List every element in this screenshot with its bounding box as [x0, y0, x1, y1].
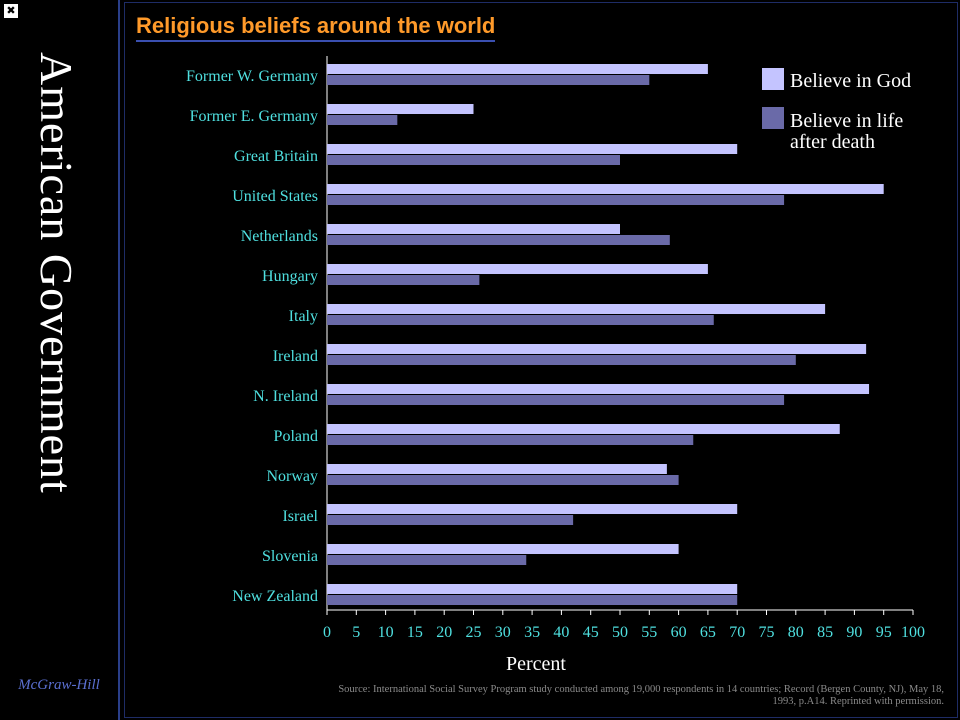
category-label: Hungary — [262, 268, 318, 285]
bar-believe-in-god — [327, 304, 826, 314]
sidebar-title: American Government — [31, 52, 82, 494]
category-label: Slovenia — [262, 548, 318, 565]
x-tick-label: 25 — [466, 624, 482, 641]
category-label: Former E. Germany — [190, 108, 318, 125]
x-tick-label: 35 — [524, 624, 540, 641]
category-label: Netherlands — [241, 228, 318, 245]
bar-life-after-death — [327, 155, 620, 165]
bar-believe-in-god — [327, 104, 474, 114]
x-tick-label: 85 — [817, 624, 833, 641]
bar-believe-in-god — [327, 584, 738, 594]
x-tick-label: 55 — [641, 624, 657, 641]
x-tick-label: 45 — [583, 624, 599, 641]
close-icon[interactable]: ✖ — [4, 4, 18, 18]
x-tick-label: 95 — [876, 624, 892, 641]
x-tick-label: 70 — [729, 624, 745, 641]
x-tick-label: 60 — [671, 624, 687, 641]
category-label: Italy — [289, 308, 318, 325]
bar-believe-in-god — [327, 464, 667, 474]
x-tick-label: 0 — [323, 624, 331, 641]
bar-believe-in-god — [327, 384, 870, 394]
bar-life-after-death — [327, 475, 679, 485]
category-label: New Zealand — [232, 588, 318, 605]
x-tick-label: 15 — [407, 624, 423, 641]
legend-label-afterlife-line1: Believe in life — [790, 110, 903, 132]
bar-life-after-death — [327, 235, 670, 245]
bar-life-after-death — [327, 315, 714, 325]
chart-title: Religious beliefs around the world — [136, 12, 496, 42]
sidebar: ✖ American Government McGraw-Hill — [0, 0, 118, 720]
category-label: Poland — [274, 428, 318, 445]
source-note: Source: International Social Survey Prog… — [338, 684, 944, 707]
sidebar-divider — [118, 0, 120, 720]
category-label: Norway — [266, 468, 318, 485]
legend-label-afterlife-line2: after death — [790, 131, 875, 153]
publisher-label: McGraw-Hill — [18, 677, 100, 693]
x-tick-label: 20 — [436, 624, 452, 641]
x-tick-label: 75 — [759, 624, 775, 641]
category-label: United States — [232, 188, 318, 205]
bar-believe-in-god — [327, 344, 867, 354]
bar-believe-in-god — [327, 424, 840, 434]
legend-swatch-afterlife — [762, 107, 784, 129]
bar-life-after-death — [327, 75, 650, 85]
category-label: Ireland — [273, 348, 318, 365]
x-tick-label: 5 — [352, 624, 360, 641]
content-frame — [124, 2, 958, 718]
category-label: Israel — [282, 508, 318, 525]
category-label: Former W. Germany — [186, 68, 318, 85]
bar-life-after-death — [327, 115, 398, 125]
bar-believe-in-god — [327, 504, 738, 514]
category-label: N. Ireland — [253, 388, 318, 405]
bar-believe-in-god — [327, 264, 708, 274]
x-tick-label: 100 — [901, 624, 925, 641]
category-label: Great Britain — [234, 148, 318, 165]
legend-label-god: Believe in God — [790, 70, 911, 92]
bar-life-after-death — [327, 355, 796, 365]
x-tick-label: 30 — [495, 624, 511, 641]
bar-believe-in-god — [327, 184, 884, 194]
bar-life-after-death — [327, 595, 738, 605]
x-tick-label: 90 — [846, 624, 862, 641]
x-tick-label: 80 — [788, 624, 804, 641]
x-tick-label: 40 — [553, 624, 569, 641]
x-tick-label: 65 — [700, 624, 716, 641]
x-axis-label: Percent — [506, 653, 566, 675]
bar-life-after-death — [327, 555, 527, 565]
bar-believe-in-god — [327, 224, 620, 234]
bar-life-after-death — [327, 515, 574, 525]
bar-believe-in-god — [327, 64, 708, 74]
bar-life-after-death — [327, 275, 480, 285]
legend-swatch-god — [762, 68, 784, 90]
bar-life-after-death — [327, 395, 785, 405]
bar-believe-in-god — [327, 144, 738, 154]
bar-life-after-death — [327, 195, 785, 205]
x-tick-label: 50 — [612, 624, 628, 641]
bar-life-after-death — [327, 435, 694, 445]
bar-believe-in-god — [327, 544, 679, 554]
x-tick-label: 10 — [378, 624, 394, 641]
